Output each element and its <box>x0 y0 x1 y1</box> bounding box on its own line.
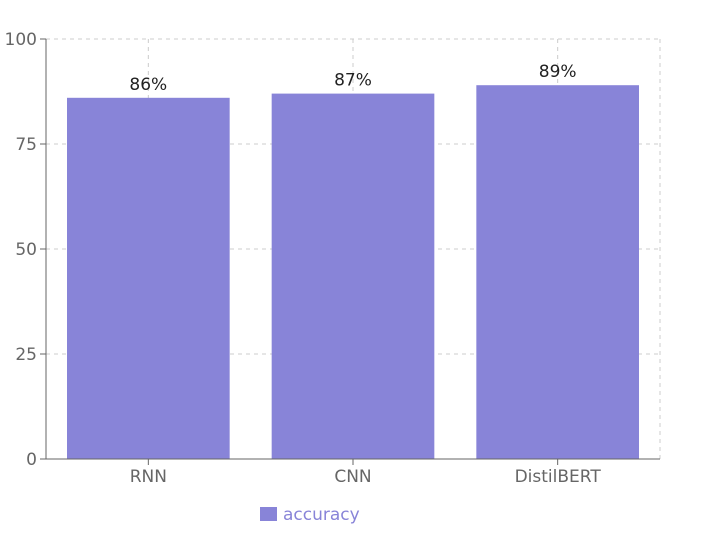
legend-label-accuracy: accuracy <box>283 505 360 525</box>
y-tick-label: 50 <box>15 240 37 260</box>
bar-distilbert <box>476 85 639 459</box>
x-tick-label-distilbert: DistilBERT <box>515 467 602 487</box>
axes-group: 0 25 50 75 100 RNN CNN DistilBERT <box>5 30 660 487</box>
y-tick-label: 0 <box>26 450 37 470</box>
bar-cnn <box>271 93 435 459</box>
y-tick-label: 75 <box>15 135 37 155</box>
bars-group <box>67 85 639 460</box>
data-label-distilbert: 89% <box>539 62 577 82</box>
y-tick-label: 100 <box>5 30 37 50</box>
data-label-cnn: 87% <box>334 71 372 91</box>
data-label-rnn: 86% <box>129 75 167 95</box>
bar-rnn <box>67 97 230 460</box>
data-labels-group: 86% 87% 89% <box>129 62 576 95</box>
y-tick-label: 25 <box>15 345 37 365</box>
x-tick-label-rnn: RNN <box>130 467 167 487</box>
x-tick-label-cnn: CNN <box>334 467 371 487</box>
legend[interactable]: accuracy <box>260 505 360 525</box>
legend-swatch <box>260 507 277 521</box>
